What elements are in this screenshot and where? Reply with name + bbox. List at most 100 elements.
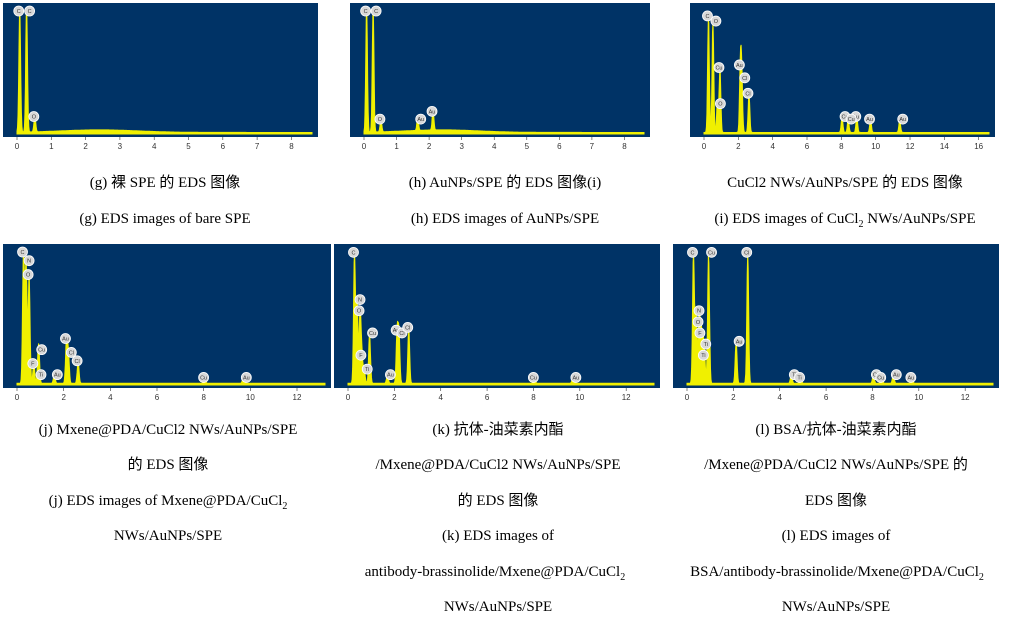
peak-text-k-9: Au — [387, 373, 394, 379]
caption-l-en-3: NWs/AuNPs/SPE — [781, 599, 891, 615]
caption-k-en-2: antibody-brassinolide/Mxene@PDA/CuCl2 — [330, 564, 660, 586]
tick-label-l-4: 8 — [870, 393, 875, 402]
peak-label-k-3: Cu — [367, 327, 378, 339]
caption-k-en-2-text: antibody-brassinolide/Mxene@PDA/CuCl — [364, 564, 621, 580]
caption-k-cn-3: 的 EDS 图像 — [457, 493, 539, 509]
tick-label-j-3: 6 — [155, 393, 160, 402]
peak-text-i-1: O — [714, 19, 719, 25]
peak-marker-i-11 — [897, 113, 909, 125]
caption-k-cn-2: /Mxene@PDA/CuCl2 NWs/AuNPs/SPE — [375, 457, 621, 473]
peak-label-j-6: Au — [60, 333, 71, 344]
peak-label-l-6: Ti — [697, 349, 709, 361]
caption-h-cn: (h) AuNPs/SPE 的 EDS 图像(i) — [408, 175, 602, 191]
peak-text-l-10: Ti — [797, 375, 801, 381]
peak-label-j-11: Au — [240, 372, 252, 383]
peak-text-l-7: Au — [736, 339, 743, 345]
peak-marker-k-10 — [527, 372, 539, 383]
tick-label-h-2: 2 — [427, 142, 432, 151]
peak-marker-k-11 — [570, 372, 582, 383]
tick-label-l-1: 2 — [731, 393, 736, 402]
peak-label-h-2: O — [374, 113, 386, 125]
peak-label-h-1: C — [370, 5, 382, 17]
peak-text-l-12: Cu — [877, 375, 884, 381]
peak-marker-h-1 — [370, 5, 382, 17]
peak-text-l-1: N — [697, 309, 701, 315]
tick-label-l-6: 12 — [961, 393, 970, 402]
peak-label-h-0: C — [360, 5, 372, 17]
peak-label-l-2: O — [692, 316, 704, 328]
peak-label-k-9: Au — [385, 369, 396, 381]
tick-label-h-0: 0 — [362, 142, 367, 151]
peak-label-l-4: F — [694, 327, 706, 339]
peak-text-j-11: Au — [243, 375, 250, 381]
peak-marker-i-1 — [710, 15, 722, 27]
tick-label-l-0: 0 — [685, 393, 690, 402]
peak-label-l-0: C — [687, 246, 698, 258]
peak-marker-i-3 — [714, 98, 726, 110]
peak-marker-i-5 — [739, 72, 751, 84]
tick-label-h-8: 8 — [622, 142, 627, 151]
tick-label-j-2: 4 — [108, 393, 113, 402]
peak-marker-k-1 — [354, 294, 366, 305]
tick-label-l-3: 6 — [824, 393, 829, 402]
caption-i-en: (i) EDS images of CuCl2 NWs/AuNPs/SPE — [680, 211, 1010, 233]
chart-i-spectrum — [703, 19, 990, 135]
peak-text-i-2: Cu — [715, 66, 722, 72]
peak-text-k-8: Cl — [405, 325, 410, 331]
peak-label-k-1: N — [354, 294, 366, 305]
peak-marker-k-8 — [402, 322, 414, 333]
tick-label-j-1: 2 — [61, 393, 66, 402]
peak-text-i-5: Cl — [742, 76, 747, 82]
peak-label-l-13: Au — [890, 369, 902, 381]
peak-label-i-10: Au — [864, 113, 875, 125]
tick-label-g-5: 5 — [186, 142, 191, 151]
peak-text-k-5: Ti — [365, 367, 369, 373]
peak-marker-l-10 — [794, 372, 805, 383]
peak-marker-g-1 — [24, 5, 36, 17]
tick-label-i-2: 4 — [770, 142, 775, 151]
tick-label-i-4: 8 — [839, 142, 844, 151]
peak-label-j-0: C — [17, 246, 28, 258]
peak-label-i-11: Au — [897, 113, 909, 125]
peak-text-l-8: Cl — [744, 250, 749, 256]
peak-marker-j-11 — [240, 372, 252, 383]
peak-marker-h-0 — [360, 5, 372, 17]
eds-spectrum-j: C N O Cu F Ti Au Cl Cl Au Cu Au 0 2 4 6 8 10 12 — [3, 244, 331, 406]
tick-label-h-1: 1 — [394, 142, 399, 151]
peak-label-j-10: Cu — [198, 372, 210, 383]
peak-text-k-6: Au — [393, 328, 400, 334]
peak-marker-j-3 — [36, 344, 48, 356]
peak-label-k-2: O — [353, 305, 365, 317]
chart-k-plot-bg — [334, 244, 660, 388]
peak-text-h-1: C — [374, 9, 378, 15]
tick-label-k-2: 4 — [439, 393, 444, 402]
peak-label-l-8: Cl — [741, 246, 753, 258]
peak-text-j-10: Cu — [200, 375, 207, 381]
peak-text-k-2: O — [357, 309, 362, 315]
eds-spectrum-k: C N O Cu F Ti Au Cl Cl Au Cu Au 0 2 4 6 8 10 12 — [334, 244, 660, 406]
peak-label-i-5: Cl — [739, 72, 751, 84]
peak-text-i-9: Cu — [848, 117, 855, 123]
tick-label-k-0: 0 — [346, 393, 351, 402]
peak-text-l-9: Ti — [792, 373, 796, 379]
peak-label-i-6: Cl — [742, 87, 754, 99]
caption-l-cn-3: EDS 图像 — [804, 493, 868, 509]
peak-text-l-0: C — [690, 250, 694, 256]
peak-label-j-9: Au — [51, 369, 63, 381]
peak-text-k-7: Cl — [399, 331, 404, 337]
peak-marker-j-0 — [17, 246, 28, 258]
peak-label-l-10: Ti — [794, 372, 805, 383]
peak-label-j-8: Cl — [71, 355, 83, 367]
peak-text-k-0: C — [351, 250, 355, 256]
eds-spectrum-l: CNOCuFTiTiAuClTiTiCuCuAuAu024681012 — [673, 244, 999, 406]
peak-marker-j-7 — [65, 347, 77, 358]
tick-label-g-7: 7 — [255, 142, 260, 151]
peak-text-l-13: Au — [893, 373, 900, 379]
peak-marker-j-10 — [198, 372, 210, 383]
eds-spectrum-h: C C O Au Au 0 1 2 3 4 5 6 7 8 — [350, 3, 650, 155]
peak-label-i-4: Au — [733, 59, 745, 71]
peak-label-k-8: Cl — [402, 322, 414, 333]
peak-text-h-2: O — [378, 117, 383, 123]
tick-label-j-6: 12 — [293, 393, 302, 402]
peak-text-k-11: Au — [572, 375, 579, 381]
